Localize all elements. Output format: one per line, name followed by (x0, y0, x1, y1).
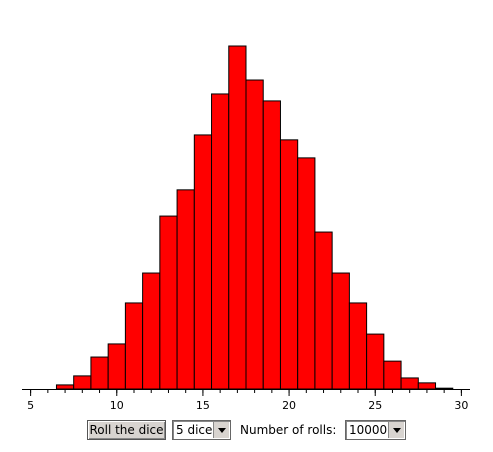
chart: 5 10 15 20 25 30 (22, 45, 470, 412)
bar (314, 231, 333, 390)
dice-value: 5 dice (176, 423, 213, 437)
dice-select[interactable]: 5 dice (172, 420, 231, 440)
x-tick-label: 10 (110, 399, 124, 412)
bar (73, 375, 92, 390)
bar (297, 157, 316, 390)
bar (124, 302, 144, 390)
dropdown-arrow (388, 422, 404, 438)
rolls-label: Number of rolls: (240, 423, 337, 437)
rolls-value: 10000 (349, 423, 388, 437)
x-tick-label: 25 (368, 399, 382, 412)
bar (55, 384, 75, 390)
rolls-select[interactable]: 10000 (345, 420, 406, 440)
bar (228, 45, 247, 390)
bar (417, 382, 437, 390)
dropdown-arrow (213, 422, 229, 438)
bar (383, 360, 402, 390)
x-tick-label: 20 (282, 399, 296, 412)
bar (107, 343, 126, 390)
bar (348, 302, 368, 390)
bar (159, 215, 178, 390)
bar (366, 333, 385, 390)
bar (279, 139, 299, 390)
x-tick-label: 30 (454, 399, 468, 412)
x-tick-label: 5 (27, 399, 34, 412)
bar (400, 377, 419, 390)
bar (176, 189, 195, 390)
bar (90, 356, 109, 390)
bar (331, 272, 350, 390)
bar (142, 272, 161, 390)
bar (262, 100, 281, 390)
bar (245, 79, 264, 390)
bar (435, 387, 454, 390)
roll-button[interactable]: Roll the dice (87, 420, 166, 440)
bar (193, 134, 213, 390)
x-tick-label: 15 (196, 399, 210, 412)
bar (211, 93, 230, 390)
